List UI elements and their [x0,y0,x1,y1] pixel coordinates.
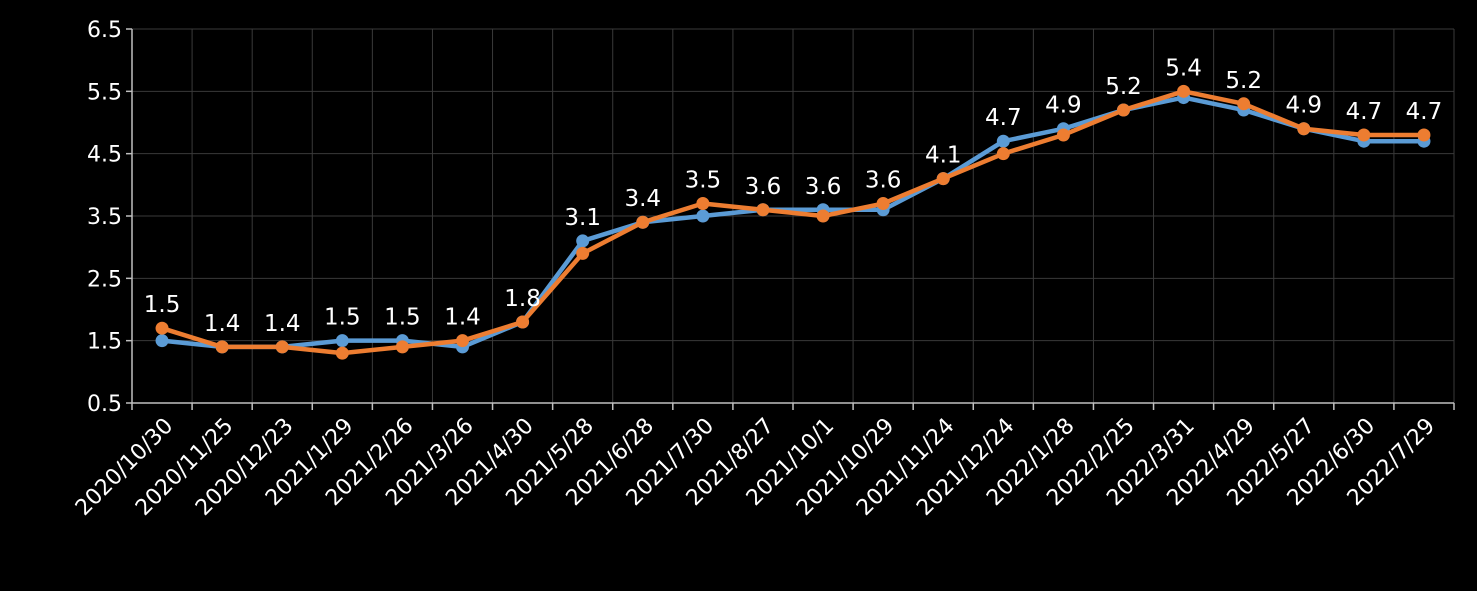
data-point [996,134,1010,148]
data-point [1357,128,1371,142]
data-point [636,215,650,229]
data-point [215,340,229,354]
data-point [335,346,349,360]
data-label: 4.9 [1285,93,1322,119]
data-point [1177,84,1191,98]
data-point [395,340,409,354]
y-tick-label: 4.5 [87,143,122,168]
y-axis-ticks: 0.5 1.5 2.5 3.5 4.5 5.5 6.5 [87,18,122,417]
data-label: 5.2 [1105,74,1142,100]
data-label: 4.7 [1346,99,1383,125]
series-line [161,95,1424,350]
y-tick-label: 2.5 [87,267,122,292]
data-label: 4.1 [925,143,962,169]
data-label: 5.2 [1225,68,1262,94]
series-group [155,84,1431,360]
data-point [155,321,169,335]
data-label: 3.6 [805,174,842,200]
gridlines [131,28,1455,404]
data-point [1417,128,1431,142]
data-label: 4.9 [1045,93,1082,119]
data-point [1117,103,1130,117]
data-point [275,340,289,354]
data-label: 1.4 [264,311,301,337]
data-point [1056,128,1070,142]
data-label: 1.4 [204,311,241,337]
data-label: 1.4 [444,305,481,331]
data-label: 1.8 [504,286,541,312]
data-point [876,197,890,211]
data-label: 1.5 [384,305,421,331]
data-point [1297,122,1311,136]
y-tick-label: 5.5 [87,80,122,105]
data-label: 5.4 [1165,55,1202,81]
data-point [155,334,169,348]
data-point [576,234,590,248]
y-tick-label: 3.5 [87,205,122,230]
y-tick-label: 6.5 [87,18,122,43]
data-label: 3.4 [624,186,661,212]
data-label: 1.5 [144,292,181,318]
data-point [936,172,950,186]
data-point [696,197,710,211]
y-tick-label: 1.5 [87,330,122,355]
data-label: 1.5 [324,305,361,331]
data-label: 3.6 [865,168,902,194]
axes [126,28,1455,410]
data-label: 3.1 [564,205,601,231]
data-point [996,147,1010,161]
y-tick-label: 0.5 [87,392,122,417]
series-2 [155,84,1431,360]
data-label: 4.7 [1406,99,1443,125]
data-label: 4.7 [985,105,1022,131]
data-point [516,315,530,329]
data-point [576,246,590,260]
data-point [756,203,770,217]
x-axis-ticks: 2020/10/302020/11/252020/12/232021/1/292… [71,414,1440,521]
data-point [456,334,469,348]
series-line [161,89,1424,356]
data-point [1237,97,1251,111]
data-label: 3.5 [685,168,722,194]
data-point [816,209,830,223]
data-labels: 1.5 1.4 1.4 1.5 1.5 1.4 1.8 3.1 3.4 3.5 3.6 3.6 3.6 4… [144,55,1442,337]
data-point [335,334,349,348]
data-label: 3.6 [745,174,782,200]
data-point [696,209,710,223]
